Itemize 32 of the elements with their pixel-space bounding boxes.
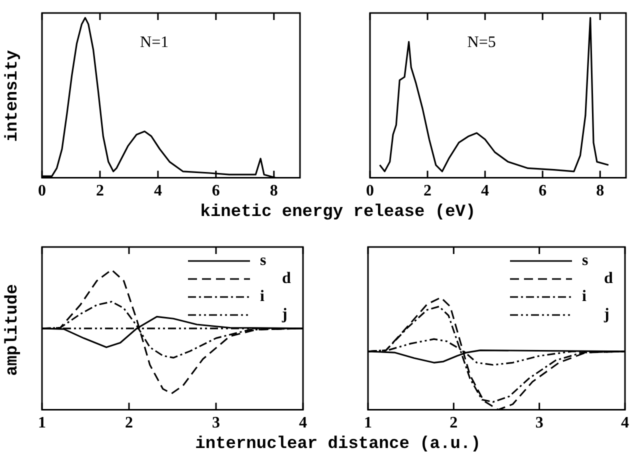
legend-label: d	[282, 270, 291, 288]
x-tick-label: 4	[621, 414, 629, 432]
x-tick-label: 4	[154, 182, 162, 200]
x-tick-label: 2	[450, 414, 458, 432]
x-tick-label: 0	[366, 182, 374, 200]
y-axis-title: intensity	[4, 50, 22, 142]
legend-label: s	[582, 252, 588, 270]
annotation: N=5	[467, 34, 496, 51]
x-tick-label: 4	[481, 182, 490, 200]
x-tick-label: 0	[38, 182, 46, 200]
x-tick-label: 6	[538, 182, 547, 200]
x-tick-label: 6	[212, 182, 220, 200]
legend-label: d	[604, 270, 613, 288]
x-tick-label: 3	[212, 414, 220, 432]
x-tick-label: 8	[270, 182, 278, 200]
legend-label: s	[260, 252, 266, 270]
x-tick-label: 1	[364, 414, 372, 432]
x-axis-title: internuclear distance (a.u.)	[194, 435, 482, 454]
legend-label: j	[281, 306, 288, 324]
x-tick-label: 8	[596, 182, 604, 200]
y-axis-title: amplitude	[4, 284, 22, 376]
x-tick-label: 4	[299, 414, 307, 432]
annotation: N=1	[140, 34, 169, 51]
x-axis-title: kinetic energy release (eV)	[199, 203, 477, 222]
legend-label: i	[582, 288, 587, 306]
x-tick-label: 1	[38, 414, 46, 432]
legend-label: j	[603, 306, 610, 324]
x-tick-label: 2	[96, 182, 104, 200]
x-tick-label: 2	[125, 414, 133, 432]
x-tick-label: 3	[535, 414, 544, 432]
legend-label: i	[260, 288, 265, 306]
x-tick-label: 2	[424, 182, 432, 200]
